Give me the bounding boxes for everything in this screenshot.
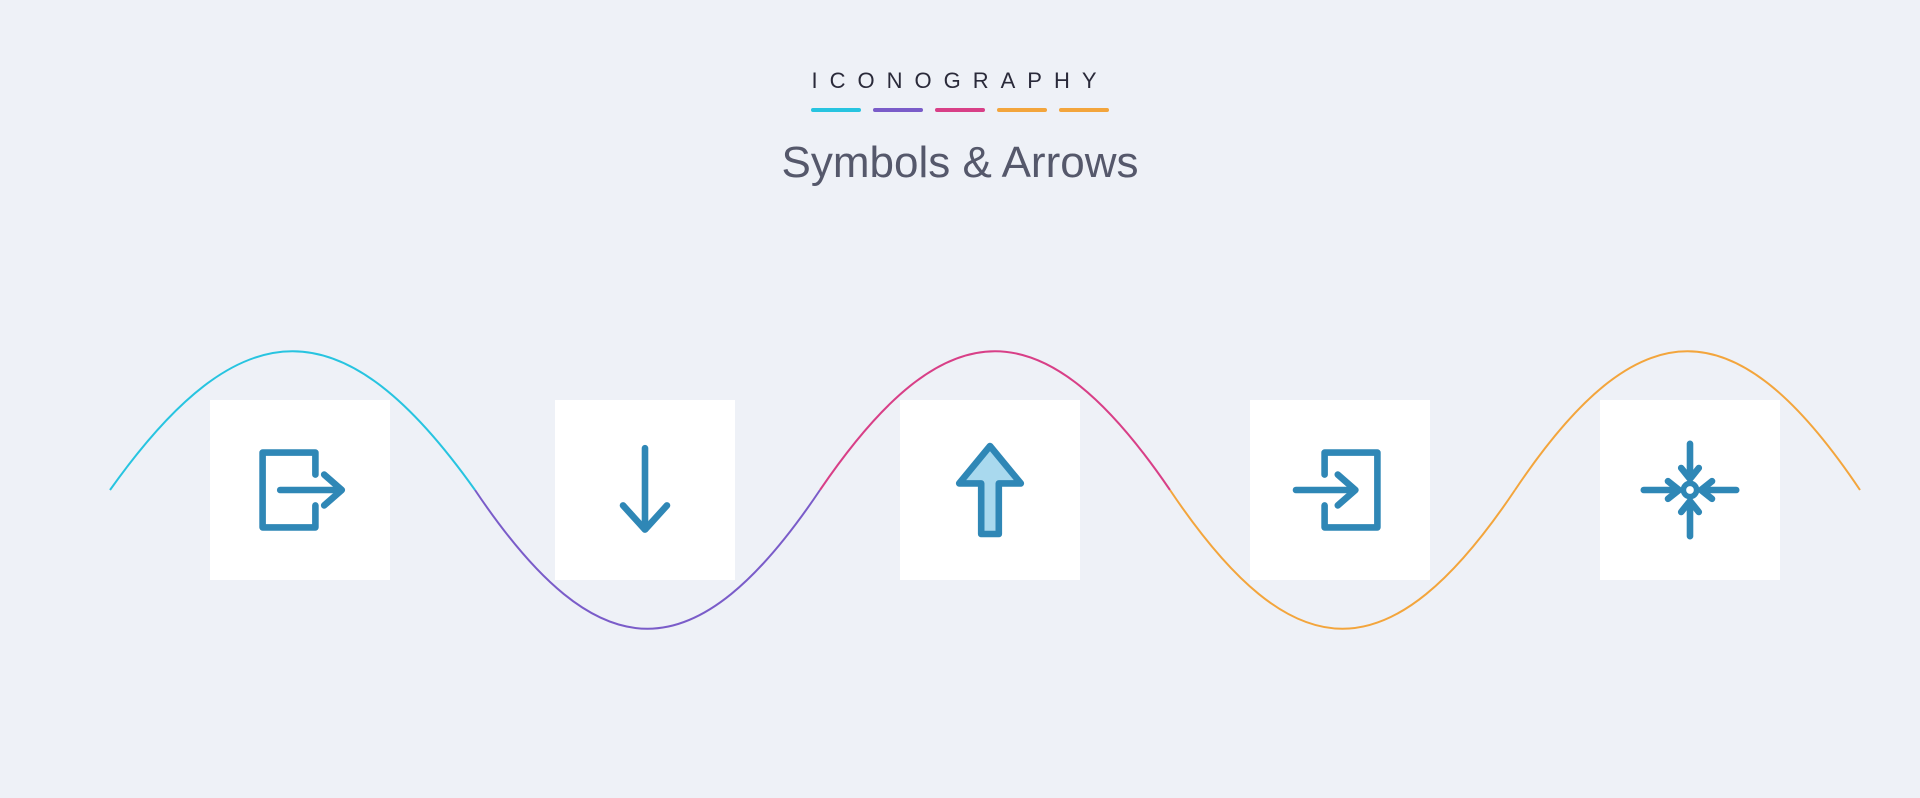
icon-card [210,400,390,580]
arrow-up-icon [935,435,1045,545]
collapse-icon [1635,435,1745,545]
underline-segment [935,108,985,112]
underline-segment [997,108,1047,112]
header: ICONOGRAPHY Symbols & Arrows [0,0,1920,188]
underline-segment [873,108,923,112]
icon-card [555,400,735,580]
icon-card [1600,400,1780,580]
exit-icon [245,435,355,545]
icon-card [1250,400,1430,580]
brand-label: ICONOGRAPHY [0,68,1920,94]
page-title: Symbols & Arrows [0,138,1920,188]
underline-segment [1059,108,1109,112]
infographic-stage [0,260,1920,720]
enter-icon [1285,435,1395,545]
brand-underline [0,108,1920,112]
icon-card [900,400,1080,580]
arrow-down-icon [590,435,700,545]
underline-segment [811,108,861,112]
